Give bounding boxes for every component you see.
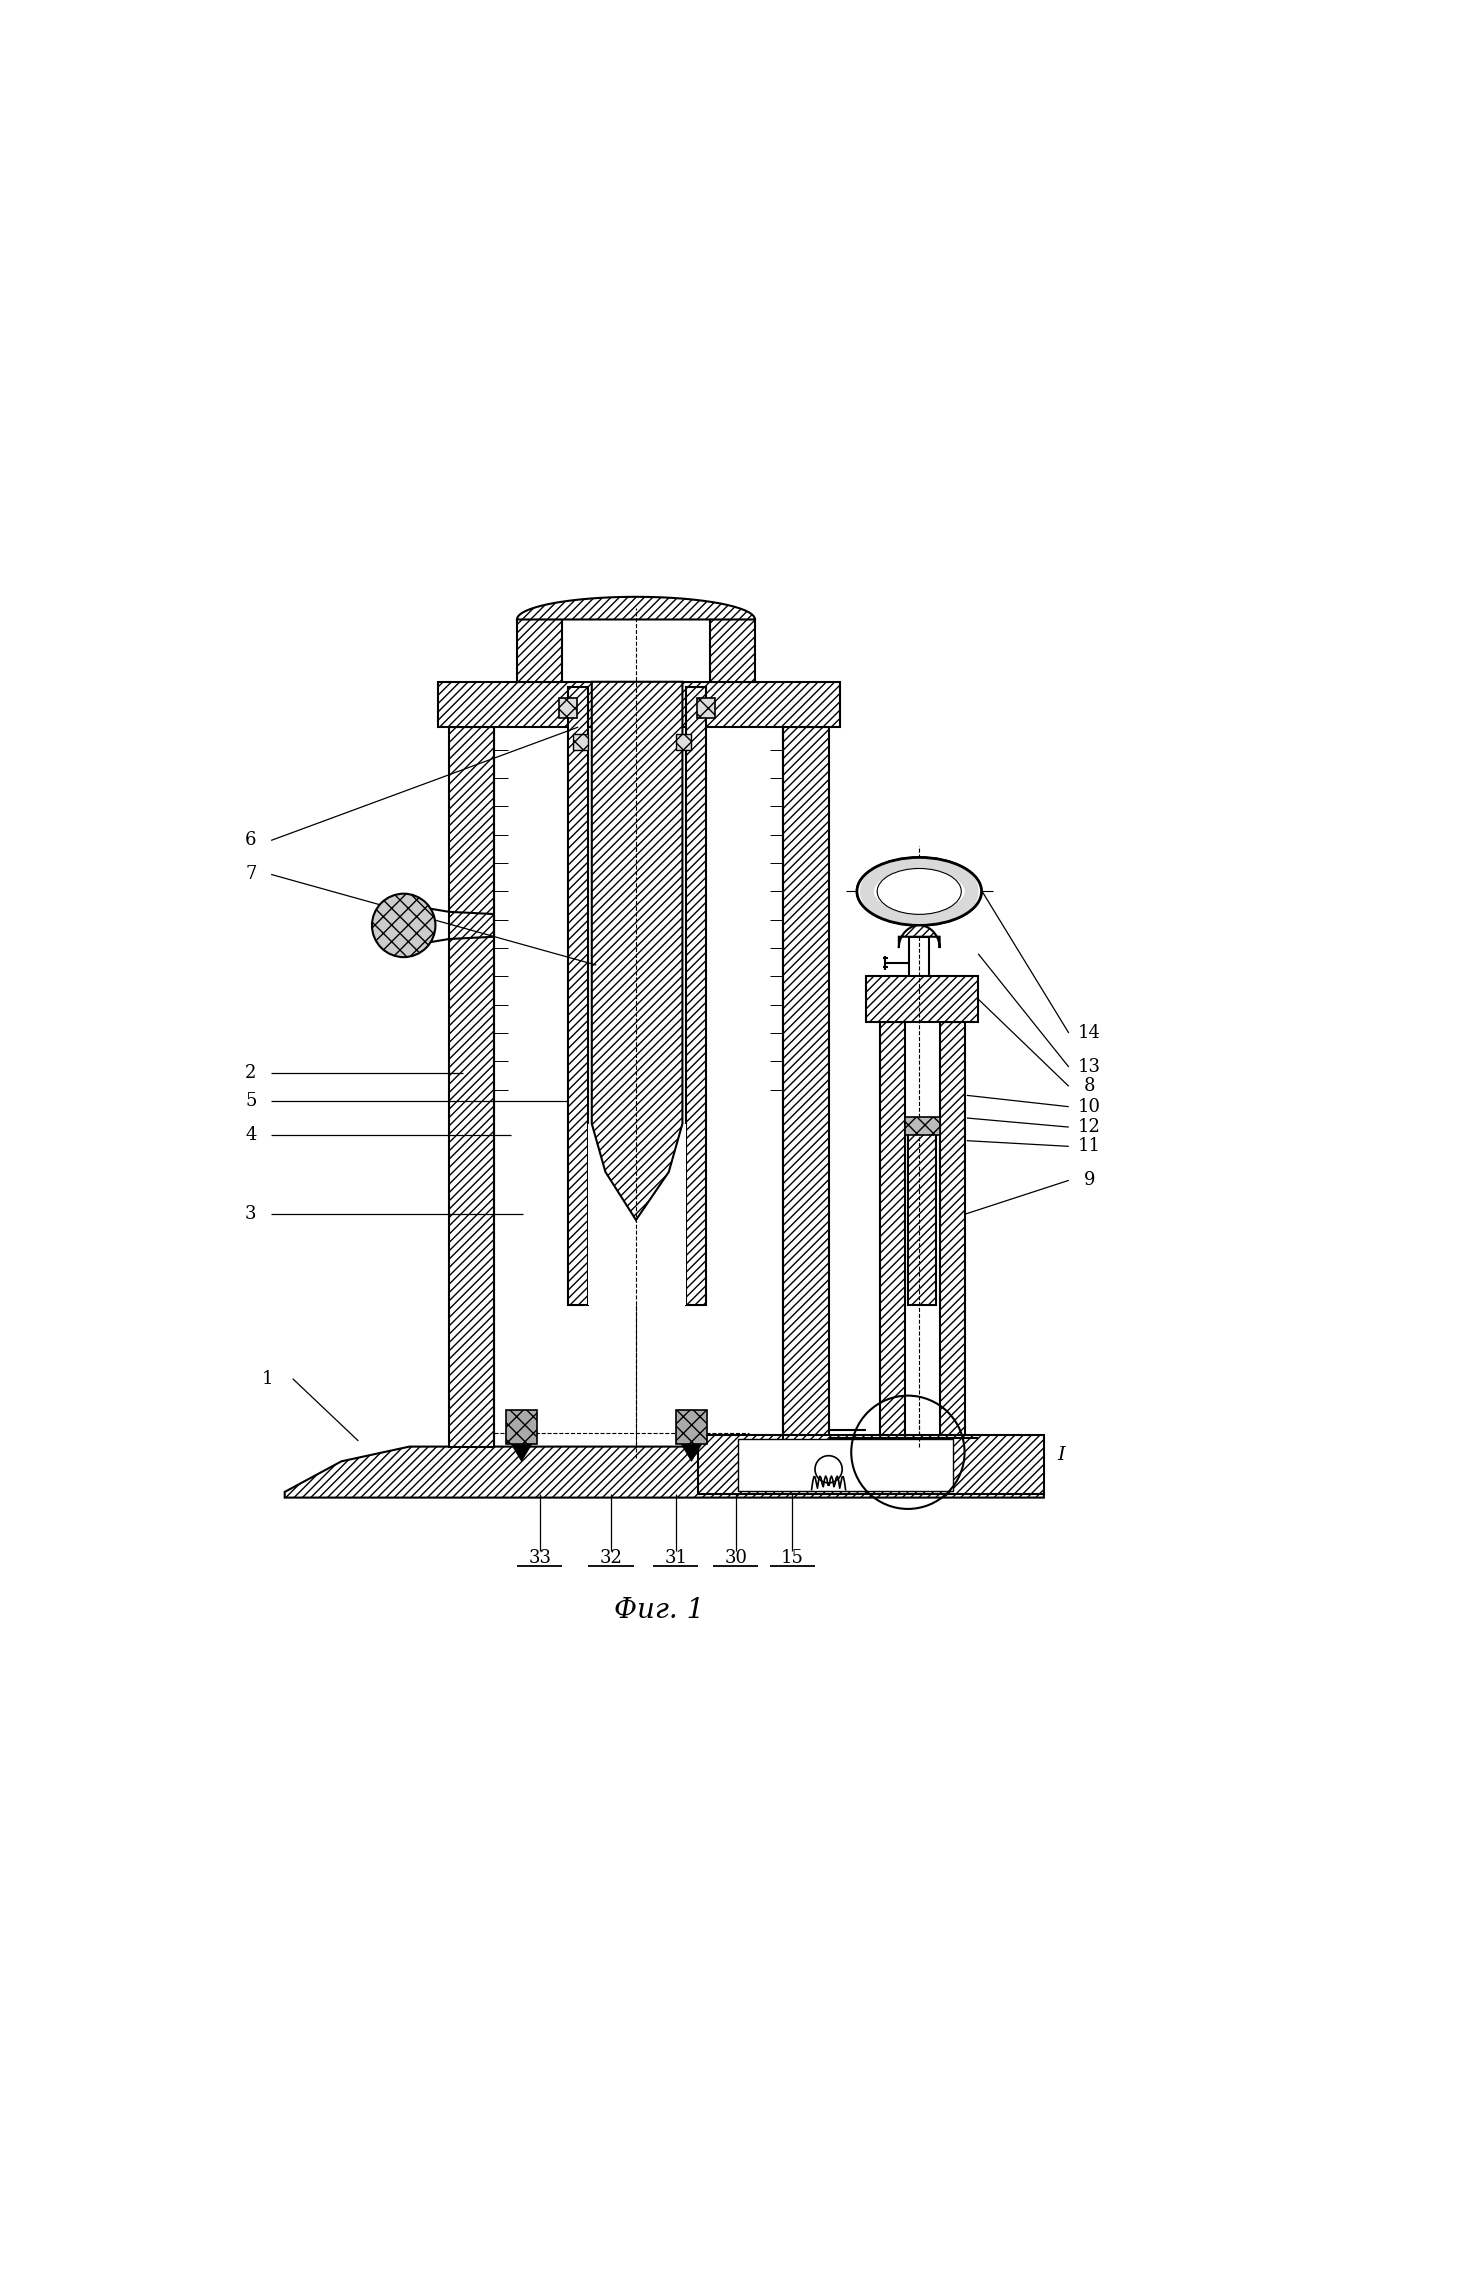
Text: 2: 2 [246, 1065, 256, 1083]
Polygon shape [899, 926, 940, 949]
Bar [573, 733, 588, 749]
Text: 31: 31 [664, 1548, 687, 1566]
Polygon shape [880, 1022, 905, 1446]
Bar [738, 1439, 953, 1491]
Polygon shape [512, 1444, 532, 1462]
Polygon shape [681, 1444, 702, 1462]
Circle shape [371, 894, 436, 958]
Bar [558, 697, 577, 717]
Text: 9: 9 [1083, 1171, 1095, 1189]
Polygon shape [592, 681, 683, 1219]
Polygon shape [569, 688, 588, 1305]
Bar [506, 1410, 538, 1444]
Bar [697, 697, 715, 717]
Bar [905, 1117, 940, 1135]
Text: 10: 10 [1077, 1099, 1101, 1115]
Polygon shape [686, 688, 706, 1305]
Polygon shape [908, 1124, 936, 1305]
Text: 3: 3 [246, 1205, 256, 1224]
Polygon shape [285, 1446, 1044, 1498]
Text: 6: 6 [246, 831, 256, 849]
Polygon shape [940, 1022, 965, 1446]
Polygon shape [866, 976, 978, 1022]
Text: 32: 32 [599, 1548, 623, 1566]
Text: 13: 13 [1077, 1058, 1101, 1076]
Text: 30: 30 [724, 1548, 747, 1566]
Bar [588, 1124, 686, 1305]
Text: 5: 5 [246, 1092, 256, 1110]
Text: 33: 33 [528, 1548, 551, 1566]
Ellipse shape [857, 858, 981, 926]
Text: 7: 7 [246, 865, 256, 883]
Polygon shape [784, 726, 829, 1446]
Polygon shape [437, 681, 839, 726]
Ellipse shape [877, 869, 962, 915]
Text: I: I [1057, 1446, 1064, 1464]
Polygon shape [518, 620, 563, 681]
Polygon shape [709, 620, 754, 681]
Polygon shape [518, 597, 754, 620]
Text: 8: 8 [1083, 1078, 1095, 1096]
Text: 1: 1 [262, 1369, 273, 1387]
Text: 12: 12 [1077, 1119, 1101, 1135]
Text: 15: 15 [781, 1548, 804, 1566]
Polygon shape [699, 1435, 1044, 1494]
Text: 4: 4 [246, 1126, 256, 1144]
Bar [675, 1410, 708, 1444]
Text: 14: 14 [1077, 1024, 1101, 1042]
Text: Фиг. 1: Фиг. 1 [614, 1598, 703, 1625]
Text: 11: 11 [1077, 1137, 1101, 1155]
Bar [677, 733, 692, 749]
Polygon shape [449, 726, 494, 1446]
Circle shape [814, 1455, 842, 1482]
